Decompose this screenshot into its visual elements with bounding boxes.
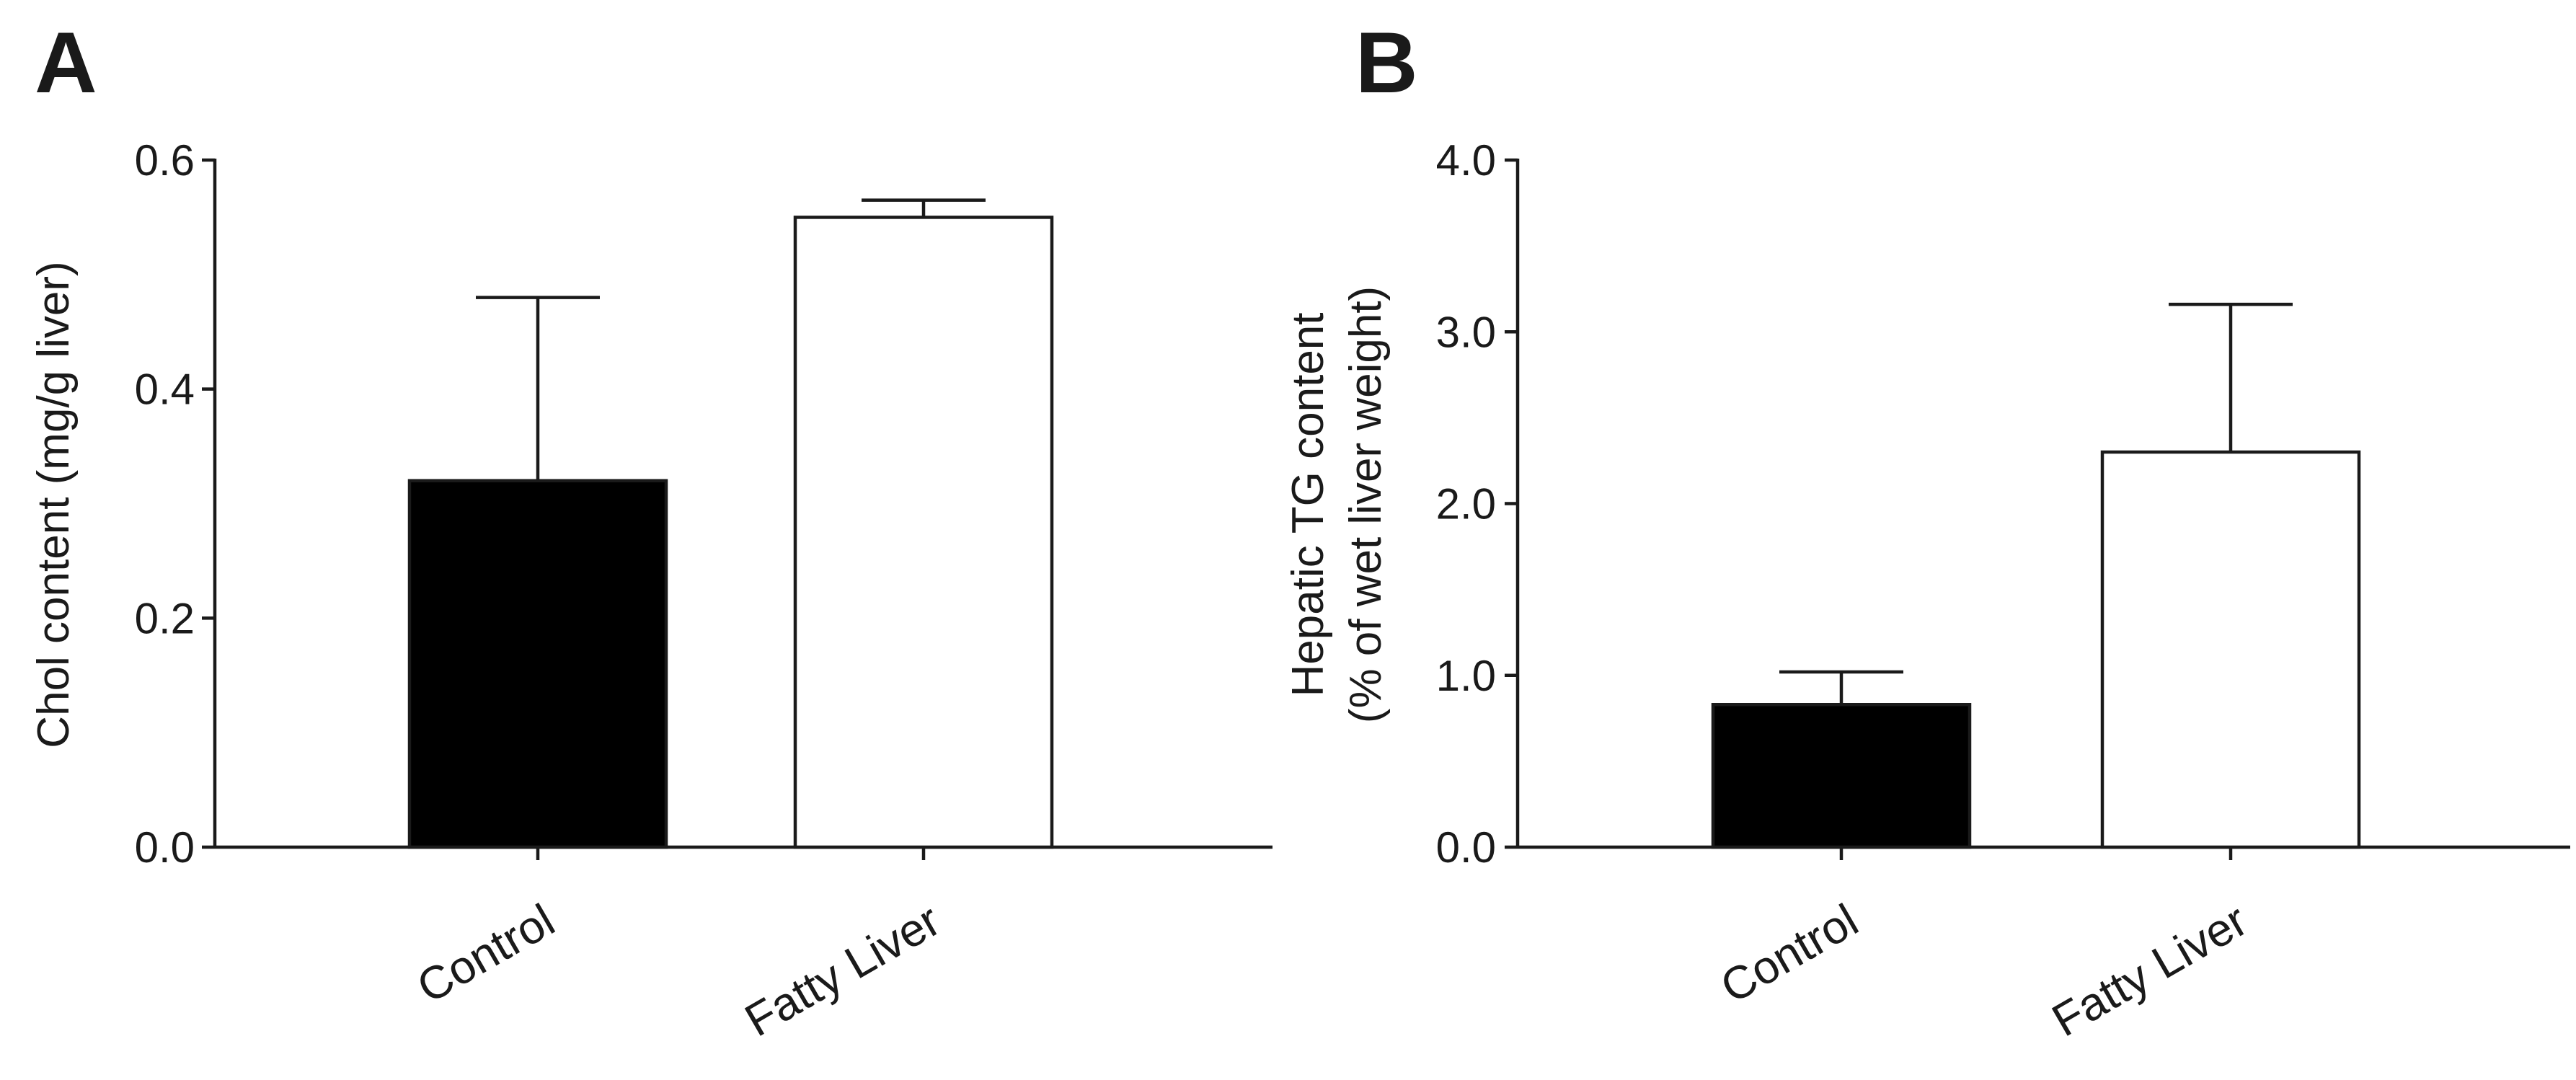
chart-a-bar — [407, 479, 668, 849]
chart-a-y-tick-label: 0.6 — [135, 136, 195, 185]
chart-b-bar — [1711, 703, 1972, 849]
chart-a-bar — [793, 216, 1054, 849]
chart-b-y-axis-title: Hepatic TG content (% of wet liver weight… — [1283, 286, 1391, 723]
chart-b-y-tick-label: 4.0 — [1436, 136, 1496, 185]
chart-b-y-tick-label: 3.0 — [1436, 308, 1496, 356]
chart-b: 0.0 1.0 2.0 3.0 4.0 Hepatic TG content (% of w… — [1283, 136, 2570, 1046]
chart-b-y-axis-title-line: Hepatic TG content — [1283, 312, 1333, 696]
panel-a: A 0.0 0.2 0.4 0.6 Chol content (mg/g liver) C… — [29, 14, 1272, 1046]
chart-a-y-tick-label: 0.2 — [135, 594, 195, 642]
panel-b-letter: B — [1355, 14, 1418, 111]
chart-a-y-axis-title: Chol content (mg/g liver) — [29, 261, 79, 748]
chart-b-bar — [2100, 450, 2361, 849]
chart-b-category-label: Fatty Liver — [2043, 894, 2256, 1047]
panel-a-letter: A — [35, 14, 97, 111]
chart-b-y-tick-label: 0.0 — [1436, 823, 1496, 872]
panel-b: B 0.0 1.0 2.0 3.0 4.0 Hepatic TG content (% of… — [1283, 14, 2570, 1046]
chart-a-y-tick-label: 0.0 — [135, 823, 195, 872]
chart-a-category-label: Control — [408, 894, 563, 1014]
chart-a-y-axis-title-line: Chol content (mg/g liver) — [29, 261, 79, 748]
chart-b-y-axis-title-line: (% of wet liver weight) — [1341, 286, 1391, 723]
chart-a: 0.0 0.2 0.4 0.6 Chol content (mg/g liver) Con… — [29, 136, 1272, 1046]
chart-b-y-tick-label: 1.0 — [1436, 652, 1496, 700]
chart-a-category-label: Fatty Liver — [736, 894, 949, 1047]
chart-b-y-tick-label: 2.0 — [1436, 480, 1496, 528]
chart-b-category-label: Control — [1712, 894, 1867, 1014]
chart-a-y-tick-label: 0.4 — [135, 366, 195, 414]
